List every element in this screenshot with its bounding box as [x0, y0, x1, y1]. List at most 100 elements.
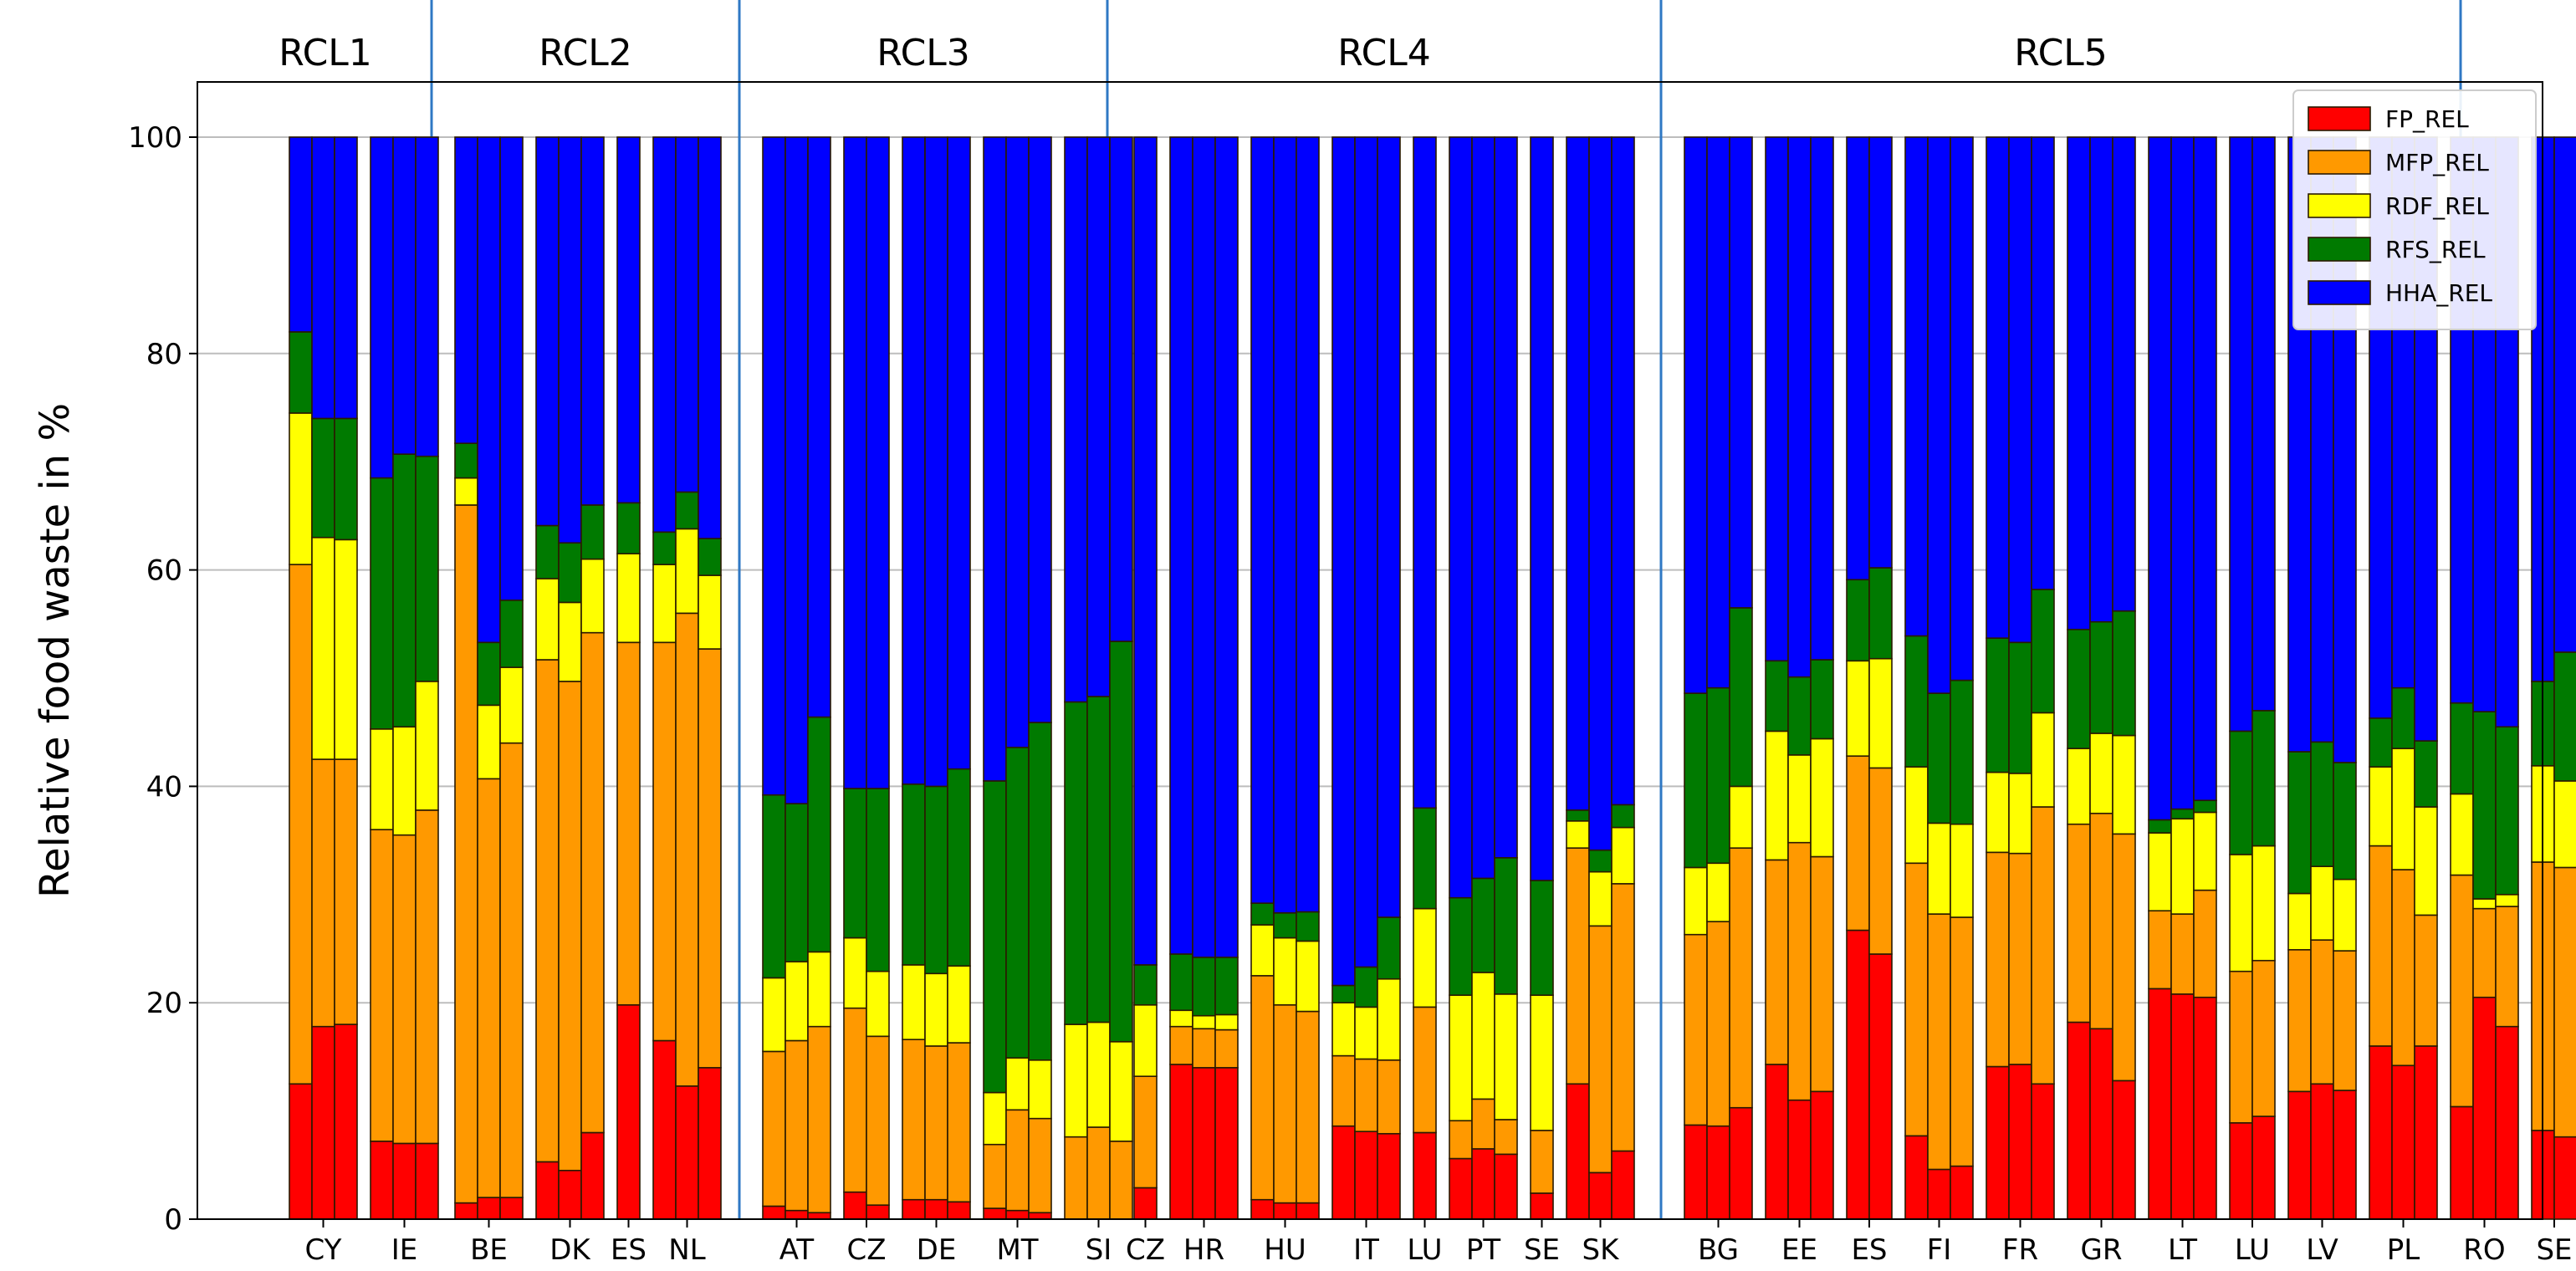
bar-segment-hha-rel [2112, 136, 2136, 612]
bar-segment-rdf-rel [1133, 1003, 1158, 1077]
bar-segment-rdf-rel [392, 726, 417, 836]
bar-segment-hha-rel [1787, 136, 1812, 678]
bar-stack [1986, 136, 2010, 1220]
bar-segment-fp-rel [1868, 953, 1893, 1220]
bar-segment-rdf-rel [2495, 894, 2519, 907]
bar-segment-mfp-rel [2251, 959, 2276, 1117]
bar-segment-hha-rel [785, 136, 809, 804]
bar-segment-rfs-rel [2089, 620, 2113, 734]
bar-stack [1566, 136, 1590, 1220]
bar-segment-rdf-rel [924, 972, 948, 1047]
x-tick-label: SK [1582, 1233, 1621, 1267]
bar-stack [924, 136, 948, 1220]
bar-segment-hha-rel [1530, 136, 1554, 881]
bar-stack [1494, 136, 1518, 1220]
bar-segment-fp-rel [415, 1142, 439, 1220]
bar-segment-hha-rel [1986, 136, 2010, 639]
bar-stack [2148, 136, 2172, 1220]
x-tick-label: IT [1353, 1233, 1379, 1267]
bar-segment-fp-rel [1413, 1131, 1437, 1220]
bar-segment-rfs-rel [2008, 641, 2032, 774]
bar-segment-rfs-rel [947, 768, 971, 967]
bar-segment-fp-rel [1765, 1064, 1789, 1220]
y-tick-label: 60 [146, 554, 182, 588]
bar-segment-rdf-rel [311, 536, 335, 760]
bar-segment-hha-rel [1765, 136, 1789, 662]
bar-stack [1354, 136, 1378, 1220]
bar-segment-rfs-rel [1810, 659, 1834, 740]
x-axis: CY IE BE DK ES NL AT CZ DE MT SI CZ HR HU IT LU PT SE SK BG… [305, 1219, 2573, 1267]
bar-segment-fp-rel [558, 1169, 582, 1220]
bar-segment-rfs-rel [1494, 857, 1518, 995]
bar-segment-fp-rel [866, 1204, 890, 1220]
bar-stack [947, 136, 971, 1220]
bar-segment-rfs-rel [1904, 635, 1929, 768]
bar-segment-rdf-rel [1109, 1040, 1133, 1142]
bar-segment-rfs-rel [2287, 751, 2312, 895]
bar-segment-hha-rel [1810, 136, 1834, 661]
bar-segment-rfs-rel [1214, 957, 1239, 1016]
bar-segment-rfs-rel [698, 538, 722, 576]
bar-segment-fp-rel [1005, 1209, 1030, 1220]
bar-segment-rdf-rel [762, 977, 786, 1053]
bar-segment-rdf-rel [289, 412, 313, 565]
bar-segment-mfp-rel [2391, 869, 2415, 1067]
bar-segment-rfs-rel [1086, 696, 1111, 1023]
x-tick-label: BE [470, 1233, 508, 1267]
bar-stack [1706, 136, 1730, 1220]
bar-stack [2553, 136, 2576, 1220]
bar-segment-fp-rel [843, 1191, 867, 1220]
bar-stack [1530, 136, 1554, 1220]
bar-segment-mfp-rel [2031, 806, 2055, 1085]
bar-segment-fp-rel [1530, 1192, 1554, 1220]
bar-segment-mfp-rel [1729, 847, 1753, 1109]
bar-stack [1950, 136, 1974, 1220]
bar-segment-rfs-rel [1413, 807, 1437, 910]
bar-segment-rdf-rel [2170, 818, 2195, 915]
bar-segment-mfp-rel [1868, 767, 1893, 955]
bar-segment-mfp-rel [1846, 755, 1870, 932]
bar-stack [762, 136, 786, 1220]
x-tick-label: GR [2081, 1233, 2123, 1267]
bar-segment-rfs-rel [652, 531, 677, 565]
bar-stack [1471, 136, 1495, 1220]
bar-segment-hha-rel [1109, 136, 1133, 642]
bar-stack [866, 136, 890, 1220]
bar-segment-hha-rel [454, 136, 478, 445]
bar-segment-mfp-rel [807, 1025, 831, 1214]
bar-segment-hha-rel [1904, 136, 1929, 637]
x-tick-label: SE [2536, 1233, 2572, 1267]
bar-segment-fp-rel [392, 1142, 417, 1220]
bar-segment-rdf-rel [1765, 730, 1789, 861]
bar-segment-mfp-rel [2495, 906, 2519, 1028]
bar-segment-mfp-rel [415, 809, 439, 1145]
bar-segment-fp-rel [2170, 993, 2195, 1220]
bar-segment-rfs-rel [1846, 579, 1870, 662]
bar-segment-rdf-rel [1530, 994, 1554, 1131]
bar-stack [477, 136, 501, 1220]
bar-stack [807, 136, 831, 1220]
group-label: RCL2 [539, 32, 632, 74]
legend: FP_REL MFP_REL RDF_REL RFS_REL HHA_REL [2292, 89, 2537, 330]
bar-segment-hha-rel [499, 136, 524, 601]
bar-segment-hha-rel [902, 136, 926, 785]
bar-segment-rfs-rel [2450, 702, 2474, 795]
bar-stack [1296, 136, 1320, 1220]
bar-segment-hha-rel [558, 136, 582, 544]
bar-segment-rdf-rel [616, 553, 641, 644]
group-label: RCL5 [2014, 32, 2108, 74]
bar-segment-mfp-rel [2369, 845, 2393, 1047]
bar-segment-mfp-rel [1787, 841, 1812, 1101]
bar-segment-mfp-rel [454, 504, 478, 1204]
bar-segment-rdf-rel [2067, 748, 2091, 825]
bar-segment-rfs-rel [1868, 567, 1893, 660]
bar-segment-fp-rel [2067, 1021, 2091, 1220]
bar-segment-rdf-rel [1331, 1002, 1356, 1057]
bar-segment-fp-rel [2495, 1025, 2519, 1220]
bar-segment-rfs-rel [1169, 953, 1193, 1012]
bar-segment-mfp-rel [1354, 1058, 1378, 1132]
bar-segment-rdf-rel [2414, 806, 2438, 916]
bar-stack [698, 136, 722, 1220]
bar-stack [616, 136, 641, 1220]
bar-segment-rfs-rel [924, 785, 948, 975]
